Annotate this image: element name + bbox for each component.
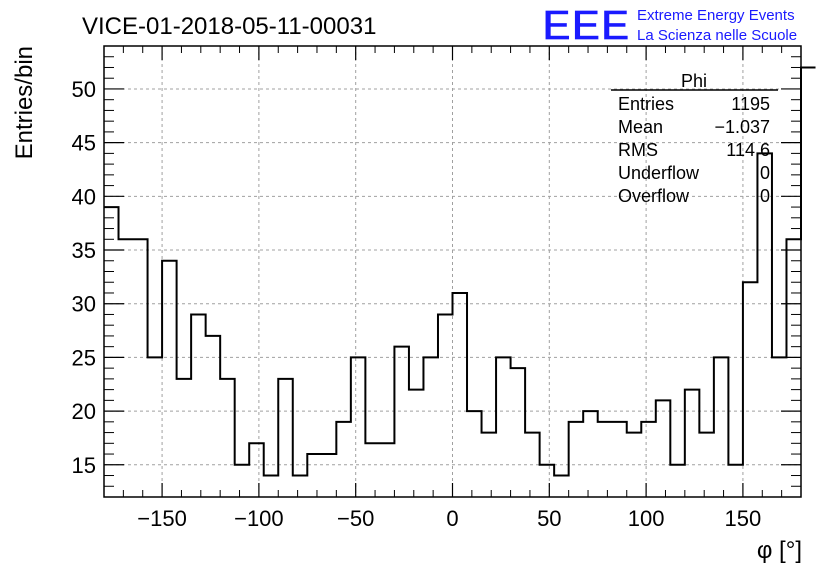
y-tick-label: 15	[72, 453, 96, 478]
stats-row-value: 114.6	[726, 140, 770, 160]
histogram-bin	[423, 357, 438, 497]
histogram-bin	[482, 433, 497, 497]
histogram-bin	[699, 433, 714, 497]
stats-row-value: 1195	[731, 94, 770, 114]
histogram-bin	[177, 379, 192, 497]
histogram-bin	[264, 476, 279, 497]
y-tick-label: 45	[72, 131, 96, 156]
x-axis-label: φ [°]	[757, 537, 802, 564]
y-axis-label: Entries/bin	[11, 46, 38, 159]
histogram-bin	[583, 411, 598, 497]
histogram-bin	[438, 314, 453, 497]
stats-row-label: Mean	[618, 117, 663, 137]
stats-title: Phi	[681, 71, 707, 91]
histogram-bin	[133, 239, 148, 497]
logo-line-1: Extreme Energy Events	[637, 7, 795, 24]
histogram-bin	[191, 314, 206, 497]
stats-row-label: Entries	[618, 94, 674, 114]
histogram-bin	[525, 433, 540, 497]
y-tick-label: 30	[72, 292, 96, 317]
stats-row-label: Overflow	[618, 186, 690, 206]
y-tick-label: 35	[72, 238, 96, 263]
histogram-bin	[351, 357, 366, 497]
histogram-bin	[772, 357, 787, 497]
stats-row-label: Underflow	[618, 163, 700, 183]
histogram-bin	[685, 390, 700, 497]
histogram-bin	[728, 465, 743, 497]
x-tick-label: −150	[137, 506, 187, 531]
histogram-bin	[380, 443, 395, 497]
histogram-outline	[104, 66, 816, 477]
histogram-bin	[627, 433, 642, 497]
histogram-bin	[278, 379, 293, 497]
histogram-bin	[307, 454, 322, 497]
histogram-bars	[104, 66, 816, 497]
histogram-bin	[496, 357, 511, 497]
x-tick-label: −100	[234, 506, 284, 531]
y-tick-label: 20	[72, 399, 96, 424]
histogram-bin	[148, 357, 163, 497]
stats-row-label: RMS	[618, 140, 658, 160]
y-tick-label: 40	[72, 184, 96, 209]
histogram-bin	[293, 476, 308, 497]
histogram-bin	[206, 336, 221, 497]
histogram-bin	[656, 400, 671, 497]
y-tick-label: 50	[72, 77, 96, 102]
histogram-bin	[162, 261, 177, 497]
histogram-bin	[467, 411, 482, 497]
histogram-bin	[540, 465, 555, 497]
chart-title: VICE-01-2018-05-11-00031	[82, 13, 376, 40]
histogram-bin	[670, 465, 685, 497]
histogram-bin	[365, 443, 380, 497]
histogram-bin	[612, 422, 627, 497]
histogram-bin	[554, 476, 569, 497]
stats-row-value: 0	[760, 186, 770, 206]
histogram-bin	[511, 368, 526, 497]
eee-logo: EEE	[542, 1, 630, 50]
x-tick-label: 50	[537, 506, 561, 531]
histogram-bin	[249, 443, 264, 497]
y-tick-label: 25	[72, 345, 96, 370]
y-tick-labels: 15 20 25 30 35 40 45 50	[72, 77, 96, 478]
stats-box: Phi Entries 1195 Mean −1.037 RMS 114.6 Underfl…	[611, 71, 778, 206]
histogram-bin	[409, 390, 424, 497]
histogram-bin	[801, 67, 816, 497]
stats-rows: Entries 1195 Mean −1.037 RMS 114.6 Underflow 0 O…	[618, 94, 770, 206]
histogram-bin	[714, 357, 729, 497]
histogram-bin	[235, 465, 250, 497]
stats-row-value: −1.037	[714, 117, 770, 137]
axis-ticks	[103, 46, 802, 497]
x-tick-label: 100	[628, 506, 665, 531]
histogram-bin	[598, 422, 613, 497]
x-tick-labels: −150 −100 −50 0 50 100 150	[137, 506, 761, 531]
histogram-bin	[453, 293, 468, 497]
stats-row-value: 0	[760, 163, 770, 183]
histogram-bin	[119, 239, 134, 497]
histogram-bin	[569, 422, 584, 497]
histogram-bin	[322, 454, 337, 497]
x-tick-label: 0	[446, 506, 458, 531]
histogram-bin	[641, 422, 656, 497]
logo-line-2: La Scienza nelle Scuole	[637, 27, 797, 44]
x-tick-label: −50	[337, 506, 374, 531]
histogram-bin	[220, 379, 235, 497]
histogram-bin	[394, 347, 409, 497]
histogram-bin	[336, 422, 351, 497]
histogram-bin	[743, 282, 758, 497]
x-tick-label: 150	[725, 506, 762, 531]
